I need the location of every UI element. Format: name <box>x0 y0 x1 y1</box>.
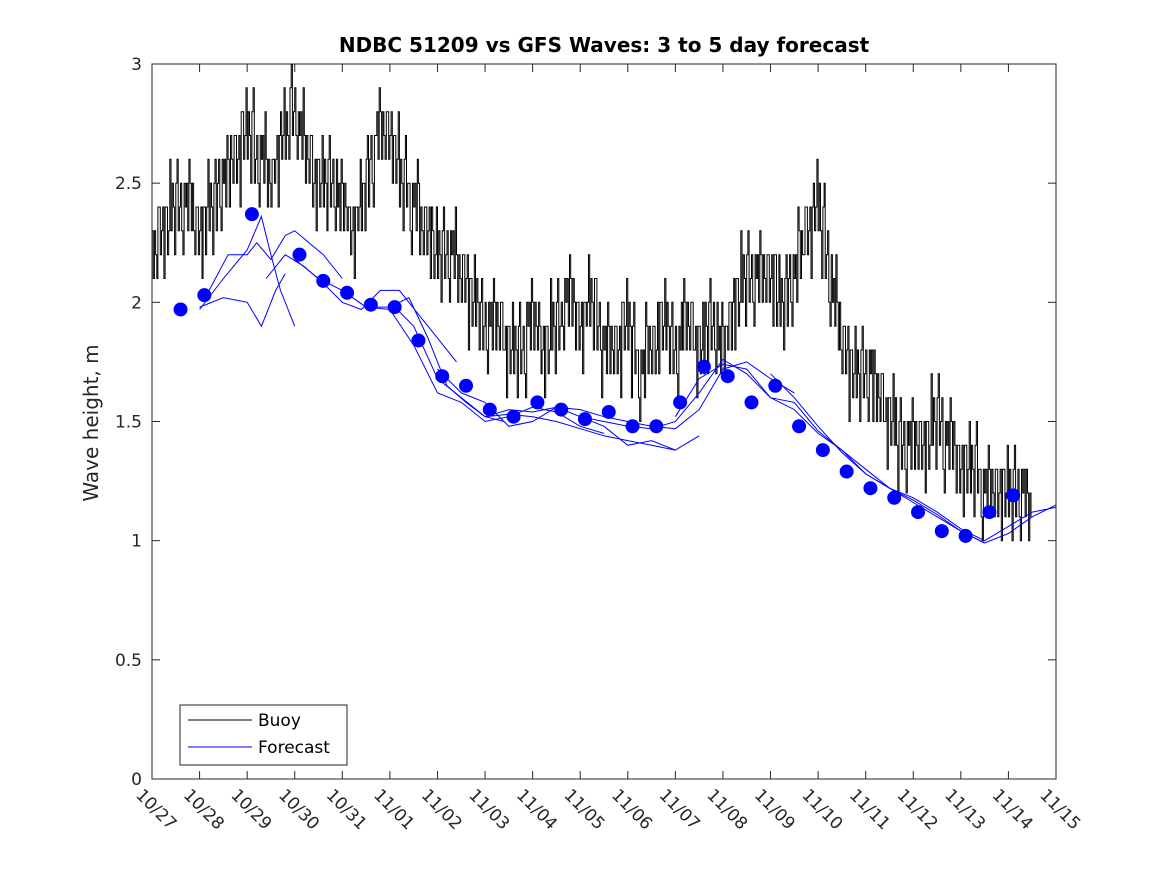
forecast-point <box>316 273 331 288</box>
forecast-point <box>720 369 735 384</box>
forecast-point <box>887 490 902 505</box>
y-tick-label: 0 <box>131 770 142 790</box>
plot-area: 00.511.522.5310/2710/2810/2910/3010/3111… <box>115 55 1084 834</box>
y-tick-label: 3 <box>131 55 142 75</box>
forecast-point <box>387 300 402 315</box>
forecast-series-line <box>484 361 795 430</box>
forecast-series-line <box>199 214 296 327</box>
forecast-point <box>244 207 259 222</box>
forecast-point <box>173 302 188 317</box>
y-tick-label: 1.5 <box>115 413 142 433</box>
forecast-point <box>340 285 355 300</box>
forecast-series-line <box>208 230 343 291</box>
forecast-point <box>934 524 949 539</box>
forecast-series-line <box>674 363 985 544</box>
forecast-point <box>625 419 640 434</box>
legend-forecast-label: Forecast <box>258 738 330 758</box>
forecast-point <box>459 378 474 393</box>
y-tick-label: 2.5 <box>115 174 142 194</box>
forecast-point <box>863 481 878 496</box>
forecast-point <box>768 378 783 393</box>
buoy-series-line <box>152 64 1032 542</box>
forecast-point <box>292 247 307 262</box>
legend: Buoy Forecast <box>179 704 348 766</box>
forecast-point <box>649 419 664 434</box>
forecast-series-line <box>199 273 286 328</box>
forecast-point <box>792 419 807 434</box>
chart-title: NDBC 51209 vs GFS Waves: 3 to 5 day fore… <box>339 33 870 57</box>
forecast-point <box>744 395 759 410</box>
forecast-series-line <box>770 373 1056 544</box>
forecast-point <box>673 395 688 410</box>
y-tick-label: 1 <box>131 532 142 552</box>
y-tick-label: 2 <box>131 293 142 313</box>
forecast-point <box>982 505 997 520</box>
forecast-point <box>435 369 450 384</box>
forecast-point <box>577 412 592 427</box>
forecast-point <box>530 395 545 410</box>
forecast-point <box>411 333 426 348</box>
forecast-point <box>815 443 830 458</box>
y-tick-label: 0.5 <box>115 651 142 671</box>
forecast-point <box>197 288 212 303</box>
legend-box <box>179 704 348 766</box>
forecast-point <box>554 402 569 417</box>
forecast-series-line <box>437 368 700 451</box>
y-axis-label: Wave height, m <box>79 344 103 501</box>
forecast-point <box>363 297 378 312</box>
forecast-point <box>911 505 926 520</box>
forecast-point <box>839 464 854 479</box>
legend-buoy-label: Buoy <box>258 711 301 731</box>
forecast-point <box>506 409 521 424</box>
forecast-series-line <box>865 468 1056 542</box>
forecast-point <box>958 528 973 543</box>
forecast-point <box>601 404 616 419</box>
forecast-point <box>696 359 711 374</box>
forecast-point <box>482 402 497 417</box>
forecast-point <box>1006 488 1021 503</box>
